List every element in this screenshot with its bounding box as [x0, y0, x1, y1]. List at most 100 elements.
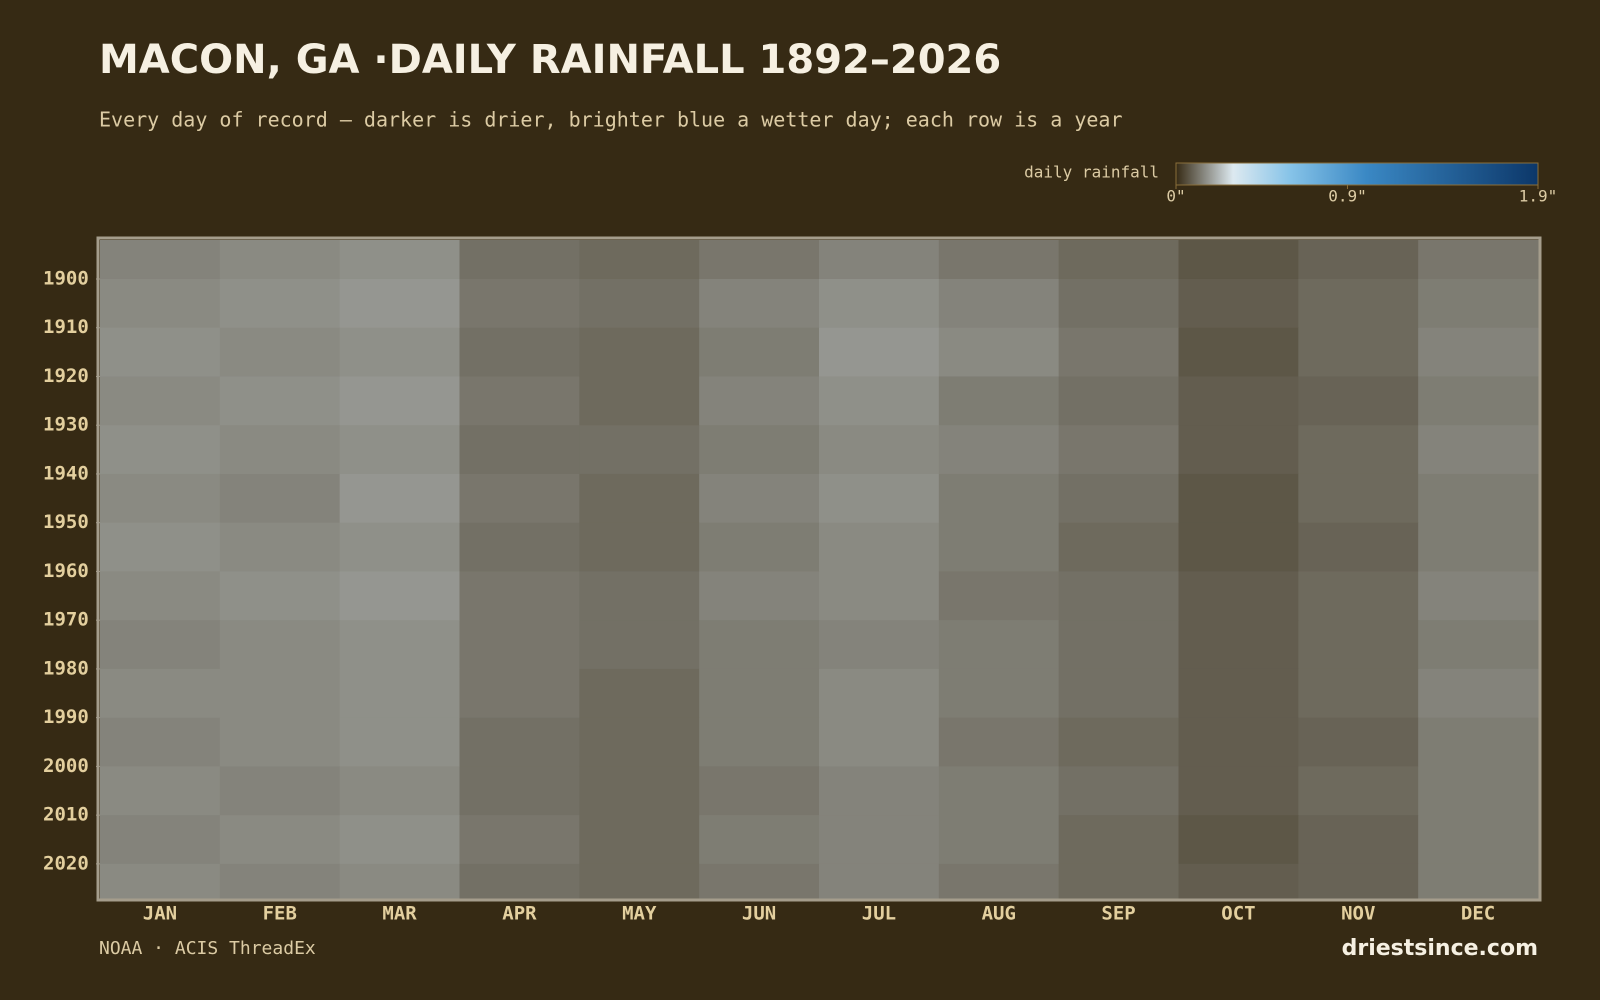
heatmap-cell: [100, 425, 221, 475]
y-tick-label: 1960: [43, 560, 89, 582]
heatmap-cell: [1058, 522, 1179, 572]
heatmap-cell: [339, 327, 460, 377]
heatmap-cell: [1298, 376, 1419, 426]
heatmap-cell: [459, 863, 580, 899]
heatmap-cell: [1298, 717, 1419, 767]
y-tick-label: 2010: [43, 804, 89, 826]
heatmap-cell: [1178, 766, 1299, 816]
heatmap-cell: [339, 522, 460, 572]
heatmap-cell: [1418, 473, 1539, 524]
heatmap-cell: [1178, 620, 1299, 670]
heatmap-cell: [819, 376, 940, 426]
heatmap-cell: [819, 717, 940, 767]
heatmap-cell: [819, 425, 940, 475]
heatmap-cell: [1298, 766, 1419, 816]
heatmap-cell: [938, 668, 1060, 719]
heatmap-cell: [100, 522, 221, 572]
heatmap-cell: [938, 766, 1060, 816]
heatmap-cell: [339, 240, 460, 280]
heatmap-cell: [219, 376, 341, 426]
heatmap-cell: [1418, 571, 1539, 621]
heatmap-cell: [699, 766, 820, 816]
x-tick-label: SEP: [1101, 903, 1135, 925]
heatmap-cell: [1058, 473, 1179, 524]
heatmap-cell: [1298, 240, 1419, 280]
heatmap-cell: [1178, 473, 1299, 524]
heatmap-cell: [339, 376, 460, 426]
heatmap-cell: [819, 863, 940, 899]
heatmap-cell: [938, 815, 1060, 865]
heatmap-cell: [579, 327, 700, 377]
chart-title: MACON, GA ·DAILY RAINFALL 1892–2026: [99, 37, 1001, 83]
heatmap-cell: [1418, 668, 1539, 719]
heatmap-cell: [938, 620, 1060, 670]
heatmap-cell: [339, 668, 460, 719]
y-tick-label: 2000: [43, 755, 89, 777]
heatmap-cell: [1418, 766, 1539, 816]
heatmap-cell: [1058, 668, 1179, 719]
heatmap-cell: [459, 522, 580, 572]
heatmap-cell: [938, 473, 1060, 524]
heatmap-cell: [459, 620, 580, 670]
heatmap-cell: [579, 815, 700, 865]
heatmap-cell: [579, 766, 700, 816]
heatmap-cell: [459, 278, 580, 329]
heatmap-cell: [219, 473, 341, 524]
heatmap-cell: [100, 376, 221, 426]
heatmap-cell: [219, 620, 341, 670]
heatmap-cell: [1178, 278, 1299, 329]
heatmap-cell: [938, 240, 1060, 280]
heatmap-cell: [1178, 425, 1299, 475]
heatmap-cell: [699, 620, 820, 670]
y-tick-label: 1970: [43, 609, 89, 631]
heatmap-cell: [819, 327, 940, 377]
heatmap-cell: [100, 863, 221, 899]
heatmap-cell: [219, 668, 341, 719]
heatmap-cell: [1298, 327, 1419, 377]
heatmap-cell: [1058, 717, 1179, 767]
heatmap-cell: [819, 473, 940, 524]
source: NOAA · ACIS ThreadEx: [99, 938, 316, 959]
heatmap-cell: [100, 766, 221, 816]
heatmap-cell: [1178, 522, 1299, 572]
heatmap-cell: [579, 522, 700, 572]
heatmap-cell: [1418, 620, 1539, 670]
y-tick-label: 1930: [43, 414, 89, 436]
legend-label: daily rainfall: [1024, 163, 1159, 182]
plot-frame: [96, 236, 1542, 902]
brand: driestsince.com: [1342, 936, 1538, 961]
heatmap-cell: [938, 863, 1060, 899]
heatmap-cell: [1178, 571, 1299, 621]
heatmap-cell: [219, 278, 341, 329]
heatmap-cell: [339, 473, 460, 524]
heatmap-cell: [219, 717, 341, 767]
heatmap-cell: [1058, 815, 1179, 865]
heatmap-cell: [938, 278, 1060, 329]
heatmap-cell: [339, 815, 460, 865]
heatmap-cell: [1418, 376, 1539, 426]
heatmap-cell: [579, 863, 700, 899]
heatmap-cell: [459, 240, 580, 280]
heatmap-cell: [219, 571, 341, 621]
heatmap-cell: [579, 668, 700, 719]
heatmap-cell: [1298, 425, 1419, 475]
heatmap-cell: [100, 815, 221, 865]
heatmap-cell: [1058, 240, 1179, 280]
heatmap-cell: [1418, 327, 1539, 377]
heatmap-cell: [1058, 620, 1179, 670]
heatmap-cell: [219, 863, 341, 899]
y-tick-label: 1980: [43, 657, 89, 679]
heatmap-cell: [1058, 278, 1179, 329]
y-tick-label: 2020: [43, 852, 89, 874]
heatmap-cell: [459, 717, 580, 767]
heatmap-cell: [699, 815, 820, 865]
heatmap-cell: [1178, 240, 1299, 280]
heatmap-cell: [699, 571, 820, 621]
heatmap-cell: [1298, 668, 1419, 719]
heatmap-cell: [1178, 327, 1299, 377]
heatmap-cell: [699, 425, 820, 475]
x-tick-label: JUN: [742, 903, 776, 925]
heatmap-cell: [699, 863, 820, 899]
heatmap-cell: [459, 571, 580, 621]
heatmap-cell: [1418, 522, 1539, 572]
